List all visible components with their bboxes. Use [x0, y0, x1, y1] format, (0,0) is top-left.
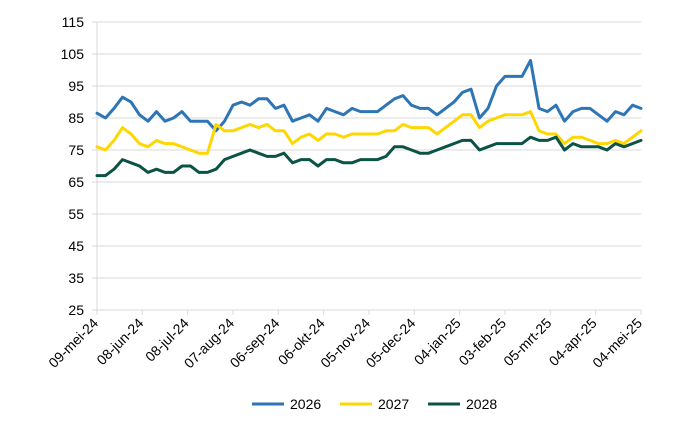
y-tick-label: 65: [68, 174, 84, 190]
x-tick-label: 04-jan-25: [411, 315, 464, 368]
series-line-2026: [95, 58, 643, 133]
grid: [97, 21, 641, 311]
legend: 2026 2027 2028: [252, 396, 497, 412]
y-tick-label: 25: [68, 302, 84, 318]
legend-label-2028: 2028: [466, 396, 497, 412]
y-tick-label: 35: [68, 270, 84, 286]
x-tick-label: 05-mrt-25: [500, 315, 554, 369]
y-tick-label: 45: [68, 238, 84, 254]
x-tick-label: 06-sep-24: [227, 315, 283, 371]
y-tick-label: 85: [68, 110, 84, 126]
x-axis: 09-mei-2408-jun-2408-jul-2407-aug-2406-s…: [45, 309, 645, 371]
series-line-2028: [95, 135, 643, 178]
legend-label-2026: 2026: [290, 396, 321, 412]
y-tick-label: 95: [68, 78, 84, 94]
x-tick-label: 08-jun-24: [93, 315, 146, 368]
x-tick-label: 09-mei-24: [45, 315, 101, 371]
x-tick-label: 03-feb-25: [455, 315, 509, 369]
x-tick-label: 05-dec-24: [363, 315, 419, 371]
x-tick-label: 04-mei-25: [589, 315, 645, 371]
plot-area: [95, 58, 643, 178]
y-axis: 25 35 45 55 65 75 85 95 105 115: [61, 14, 98, 318]
y-tick-label: 105: [61, 46, 85, 62]
legend-label-2027: 2027: [378, 396, 409, 412]
y-tick-label: 75: [68, 142, 84, 158]
y-tick-label: 115: [62, 14, 85, 30]
y-tick-label: 55: [68, 206, 84, 222]
series-line-2027: [95, 110, 643, 155]
